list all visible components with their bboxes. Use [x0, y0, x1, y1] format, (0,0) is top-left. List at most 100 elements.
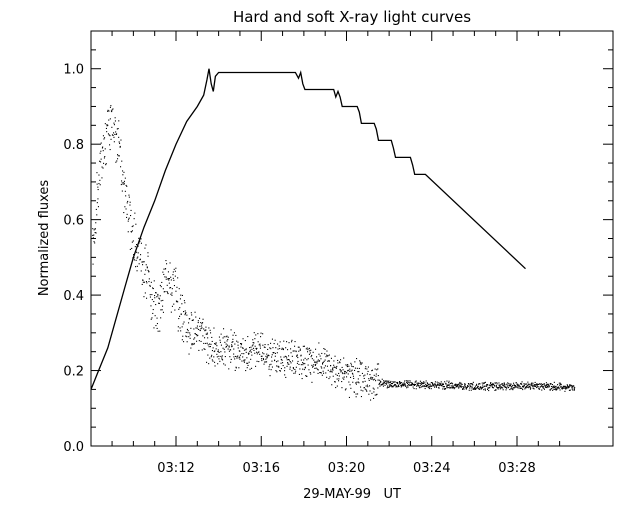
- hard-xray-point: [295, 366, 297, 368]
- hard-xray-point: [324, 365, 326, 367]
- hard-xray-point: [192, 319, 194, 321]
- hard-xray-point: [403, 384, 405, 386]
- hard-xray-point: [536, 383, 538, 385]
- hard-xray-point: [212, 360, 214, 362]
- hard-xray-point: [118, 136, 120, 138]
- hard-xray-point: [99, 184, 101, 186]
- hard-xray-point: [440, 381, 442, 383]
- hard-xray-point: [361, 362, 363, 364]
- hard-xray-point: [415, 388, 417, 390]
- hard-xray-point: [283, 356, 285, 358]
- hard-xray-point: [160, 300, 162, 302]
- hard-xray-point: [96, 172, 98, 174]
- hard-xray-point: [564, 390, 566, 392]
- hard-xray-point: [360, 363, 362, 365]
- hard-xray-point: [509, 385, 511, 387]
- hard-xray-point: [340, 371, 342, 373]
- hard-xray-point: [546, 386, 548, 388]
- hard-xray-point: [278, 345, 280, 347]
- hard-xray-point: [289, 366, 291, 368]
- hard-xray-point: [367, 370, 369, 372]
- hard-xray-point: [151, 299, 153, 301]
- hard-xray-point: [276, 352, 278, 354]
- hard-xray-point: [573, 385, 575, 387]
- hard-xray-point: [569, 389, 571, 391]
- hard-xray-point: [326, 354, 328, 356]
- hard-xray-point: [489, 385, 491, 387]
- hard-xray-point: [309, 352, 311, 354]
- hard-xray-point: [463, 386, 465, 388]
- hard-xray-point: [558, 386, 560, 388]
- hard-xray-point: [198, 340, 200, 342]
- hard-xray-point: [352, 375, 354, 377]
- hard-xray-point: [463, 388, 465, 390]
- hard-xray-point: [183, 300, 185, 302]
- hard-xray-point: [250, 351, 252, 353]
- hard-xray-point: [565, 386, 567, 388]
- hard-xray-point: [182, 335, 184, 337]
- hard-xray-point: [360, 396, 362, 398]
- hard-xray-point: [373, 374, 375, 376]
- hard-xray-point: [467, 383, 469, 385]
- hard-xray-point: [540, 383, 542, 385]
- hard-xray-point: [371, 370, 373, 372]
- hard-xray-point: [419, 387, 421, 389]
- hard-xray-point: [520, 387, 522, 389]
- hard-xray-point: [261, 358, 263, 360]
- hard-xray-point: [336, 365, 338, 367]
- hard-xray-point: [474, 388, 476, 390]
- hard-xray-point: [170, 276, 172, 278]
- hard-xray-point: [424, 385, 426, 387]
- hard-xray-point: [542, 387, 544, 389]
- hard-xray-point: [313, 364, 315, 366]
- y-tick-label: 1.0: [63, 63, 84, 78]
- hard-xray-point: [557, 384, 559, 386]
- hard-xray-point: [477, 385, 479, 387]
- hard-xray-point: [100, 142, 102, 144]
- hard-xray-point: [257, 352, 259, 354]
- hard-xray-point: [252, 342, 254, 344]
- hard-xray-point: [500, 386, 502, 388]
- hard-xray-point: [172, 274, 174, 276]
- hard-xray-point: [552, 386, 554, 388]
- hard-xray-point: [458, 384, 460, 386]
- hard-xray-point: [358, 371, 360, 373]
- hard-xray-point: [412, 386, 414, 388]
- hard-xray-point: [93, 241, 95, 243]
- hard-xray-point: [373, 388, 375, 390]
- hard-xray-point: [555, 389, 557, 391]
- hard-xray-point: [405, 385, 407, 387]
- hard-xray-point: [159, 298, 161, 300]
- hard-xray-point: [218, 355, 220, 357]
- hard-xray-point: [546, 384, 548, 386]
- hard-xray-point: [548, 383, 550, 385]
- hard-xray-point: [214, 361, 216, 363]
- hard-xray-point: [280, 358, 282, 360]
- hard-xray-point: [244, 359, 246, 361]
- hard-xray-point: [128, 218, 130, 220]
- hard-xray-point: [482, 386, 484, 388]
- hard-xray-point: [102, 135, 104, 137]
- hard-xray-point: [433, 383, 435, 385]
- hard-xray-point: [294, 341, 296, 343]
- hard-xray-point: [128, 196, 130, 198]
- hard-xray-point: [566, 384, 568, 386]
- hard-xray-point: [151, 294, 153, 296]
- hard-xray-point: [205, 342, 207, 344]
- hard-xray-point: [452, 383, 454, 385]
- hard-xray-point: [511, 388, 513, 390]
- hard-xray-point: [456, 386, 458, 388]
- hard-xray-point: [178, 308, 180, 310]
- hard-xray-point: [239, 358, 241, 360]
- hard-xray-point: [484, 389, 486, 391]
- hard-xray-point: [442, 383, 444, 385]
- hard-xray-point: [513, 387, 515, 389]
- hard-xray-point: [397, 382, 399, 384]
- hard-xray-point: [262, 358, 264, 360]
- hard-xray-point: [284, 374, 286, 376]
- hard-xray-point: [340, 359, 342, 361]
- hard-xray-point: [393, 381, 395, 383]
- hard-xray-point: [527, 384, 529, 386]
- hard-xray-point: [145, 269, 147, 271]
